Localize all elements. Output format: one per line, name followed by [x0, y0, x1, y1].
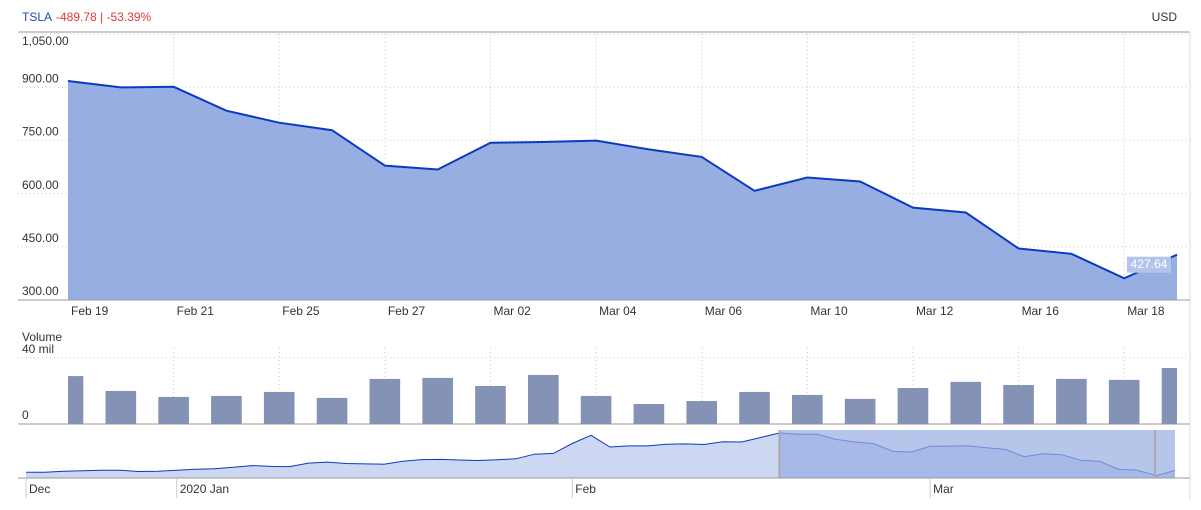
currency: USD — [1152, 10, 1178, 24]
x-tick-label: Mar 16 — [1022, 304, 1060, 318]
y-tick-label: 450.00 — [22, 231, 59, 245]
volume-bar — [792, 394, 823, 424]
y-tick-label: 0 — [22, 408, 29, 422]
volume-bar — [844, 398, 876, 424]
volume-bar — [316, 397, 348, 424]
volume-bars — [68, 367, 1177, 424]
y-tick-label: 1,050.00 — [22, 34, 69, 48]
volume-bar — [369, 378, 401, 424]
volume-bar — [1003, 385, 1034, 424]
y-tick-label: 750.00 — [22, 125, 59, 139]
volume-bar — [686, 401, 718, 424]
volume-bar — [580, 395, 612, 424]
y-tick-label: 900.00 — [22, 71, 59, 85]
volume-bar — [475, 386, 506, 424]
x-tick-label: Feb 21 — [177, 304, 215, 318]
nav-label: 2020 Jan — [180, 482, 229, 496]
volume-bar — [211, 395, 242, 424]
nav-label: Mar — [933, 482, 954, 496]
y-tick-label: 600.00 — [22, 178, 59, 192]
area — [68, 81, 1177, 300]
nav-label: Feb — [575, 482, 596, 496]
ticker: TSLA — [22, 10, 52, 24]
nav-label: Dec — [29, 482, 50, 496]
x-tick-label: Feb 25 — [282, 304, 320, 318]
volume-bar — [897, 387, 929, 424]
volume-bar — [158, 396, 189, 424]
volume-bar — [950, 381, 982, 424]
last-value-box — [1127, 256, 1171, 273]
volume-bar — [739, 391, 770, 424]
volume-bar — [633, 404, 665, 424]
selection — [779, 430, 1175, 478]
x-tick-label: Mar 10 — [810, 304, 848, 318]
y-tick-label: 40 mil — [22, 342, 54, 356]
volume-title: Volume — [22, 330, 62, 344]
change: -489.78 | -53.39% — [56, 10, 152, 24]
volume-bar — [527, 374, 559, 424]
x-tick-label: Feb 27 — [388, 304, 426, 318]
x-tick-label: Mar 06 — [705, 304, 743, 318]
last-value-label: 427.64 — [1131, 257, 1168, 271]
y-tick-label: 300.00 — [22, 284, 59, 298]
x-tick-label: Mar 04 — [599, 304, 637, 318]
line — [67, 80, 1178, 280]
x-tick-label: Mar 02 — [493, 304, 531, 318]
volume-bar — [1161, 367, 1177, 424]
volume-bar — [1056, 378, 1087, 424]
volume-bar — [68, 376, 84, 424]
x-tick-label: Mar 12 — [916, 304, 954, 318]
volume-bar — [1108, 379, 1140, 424]
x-tick-label: Feb 19 — [71, 304, 109, 318]
x-tick-label: Mar 18 — [1127, 304, 1165, 318]
volume-bar — [105, 390, 137, 424]
volume-bar — [263, 391, 295, 424]
volume-bar — [422, 377, 453, 424]
